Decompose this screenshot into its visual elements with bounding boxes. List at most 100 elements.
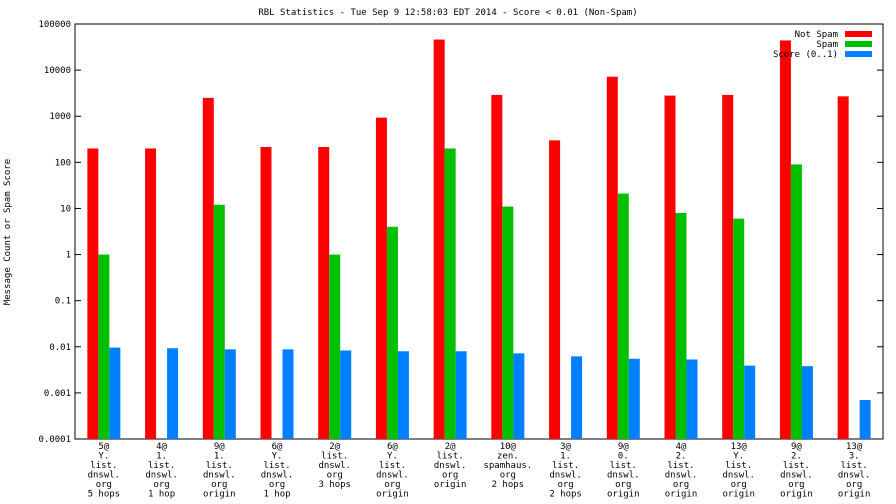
legend-swatch [845,41,872,47]
bar-spam [617,193,629,439]
x-tick-label: dnswl. [607,471,640,481]
x-tick-label: 3. [849,452,860,462]
plot-frame [74,23,884,440]
y-tick-label: 0.01 [49,343,71,353]
bar-spam [98,254,110,439]
x-tick-label: origin [434,480,467,490]
bar-score- [224,349,236,439]
x-tick-label: zen. [497,452,519,462]
x-tick-label: 1 hop [148,490,175,500]
x-tick-label: org [153,480,169,490]
bar-spam [790,164,802,439]
bar-score- [455,351,467,439]
x-tick-label: origin [665,490,698,500]
x-tick-label: origin [607,490,640,500]
x-tick-label: dnswl. [261,471,294,481]
y-tick-label: 1 [66,251,71,261]
x-tick-label: list. [206,461,233,471]
x-tick-label: origin [376,490,409,500]
x-tick-label: Y. [272,452,283,462]
bar-not-spam [375,117,387,439]
x-tick-label: 9@ [214,442,225,452]
x-tick-label: 0. [618,452,629,462]
bar-not-spam [202,97,214,439]
x-tick-label: org [442,471,458,481]
x-tick-label: 3 hops [318,480,351,490]
bar-score- [571,356,583,439]
y-tick-label: 100 [55,158,71,168]
x-tick-label: 1 hop [263,490,290,500]
x-tick-label: list. [321,452,348,462]
bar-not-spam [549,140,561,439]
bar-spam [444,148,456,439]
x-tick-label: org [673,480,689,490]
x-tick-label: dnswl. [780,471,813,481]
x-tick-label: dnswl. [145,471,178,481]
x-tick-label: 5@ [98,442,109,452]
x-tick-label: 2. [676,452,687,462]
x-tick-label: list. [437,452,464,462]
x-tick-label: org [846,480,862,490]
bar-score- [397,351,409,439]
x-tick-label: 6@ [272,442,283,452]
x-tick-label: 2 hops [492,480,525,490]
x-tick-label: dnswl. [838,471,871,481]
x-tick-label: dnswl. [434,461,467,471]
x-tick-label: org [615,480,631,490]
x-tick-label: org [788,480,804,490]
bar-not-spam [491,94,503,439]
x-tick-label: list. [841,461,868,471]
x-tick-label: org [384,480,400,490]
bar-score- [628,358,640,439]
bar-spam [733,218,745,439]
x-tick-label: list. [263,461,290,471]
bar-spam [386,226,398,439]
x-tick-label: 2@ [329,442,340,452]
x-tick-label: 4@ [676,442,687,452]
x-tick-label: 3@ [560,442,571,452]
x-tick-label: list. [667,461,694,471]
x-tick-label: 9@ [791,442,802,452]
bar-not-spam [87,148,99,439]
y-tick-label: 100000 [38,20,71,30]
x-tick-label: org [327,471,343,481]
x-tick-label: origin [203,490,236,500]
bar-score- [340,350,352,439]
bar-not-spam [779,40,791,439]
bar-not-spam [664,95,676,439]
x-tick-label: org [96,480,112,490]
y-tick-label: 10 [60,204,71,214]
bar-not-spam [260,147,272,440]
x-tick-label: org [731,480,747,490]
x-tick-label: list. [610,461,637,471]
bar-not-spam [837,96,849,440]
bar-not-spam [606,76,618,439]
x-tick-label: 1. [560,452,571,462]
x-tick-label: origin [722,490,755,500]
x-tick-label: spamhaus. [483,461,532,471]
y-tick-label: 1000 [49,112,71,122]
bar-not-spam [722,94,734,439]
y-tick-label: 0.0001 [38,435,71,445]
x-tick-label: list. [552,461,579,471]
bar-score- [167,348,179,439]
x-tick-label: 4@ [156,442,167,452]
bar-score- [282,349,294,439]
bar-score- [686,359,698,439]
bar-score- [513,353,525,439]
bar-score- [109,347,121,439]
x-tick-label: dnswl. [88,471,121,481]
x-tick-label: 2@ [445,442,456,452]
x-tick-label: dnswl. [665,471,698,481]
x-tick-label: 10@ [500,442,517,452]
x-tick-label: 2 hops [549,490,582,500]
x-tick-label: 2. [791,452,802,462]
bar-score- [801,366,813,439]
x-tick-label: org [557,480,573,490]
x-tick-label: list. [148,461,175,471]
x-tick-label: org [211,480,227,490]
x-tick-label: list. [379,461,406,471]
chart-title: RBL Statistics - Tue Sep 9 12:58:03 EDT … [258,8,637,18]
